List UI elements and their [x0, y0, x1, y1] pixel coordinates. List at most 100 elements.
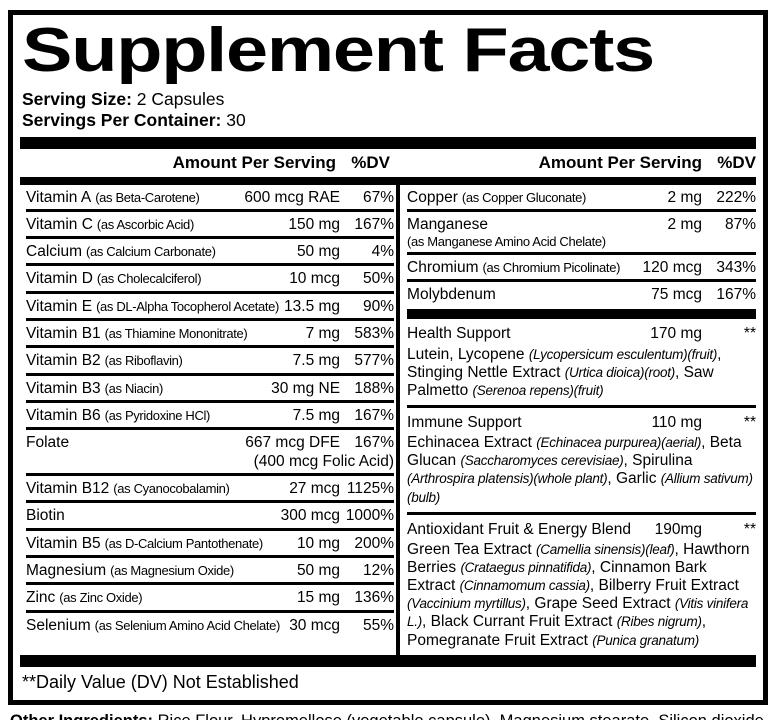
- amount-header: Amount Per Serving: [172, 152, 336, 172]
- nutrient-row: Vitamin B5 (as D-Calcium Pantothenate) 10…: [26, 531, 395, 559]
- servings-per-container-value: 30: [226, 110, 246, 131]
- nutrient-row: Chromium (as Chromium Picolinate) 120 mcg…: [407, 255, 756, 282]
- blend-ingredients: Echinacea Extract (Echinacea purpurea)(a…: [407, 434, 753, 505]
- nutrient-qualifier: (as Manganese Amino Acid Chelate): [407, 234, 606, 250]
- nutrient-dv: 167%: [354, 215, 395, 233]
- blend-dv: **: [743, 520, 756, 538]
- nutrient-dv: 583%: [354, 324, 395, 342]
- blend-dv: **: [743, 325, 756, 343]
- nutrient-dv: 90%: [363, 297, 395, 315]
- nutrient-row: Vitamin B1 (as Thiamine Mononitrate) 7 mg…: [26, 321, 395, 349]
- nutrient-dv: 343%: [716, 258, 756, 276]
- nutrient-name: Molybdenum: [407, 285, 496, 303]
- nutrient-amount: 7.5 mg: [292, 352, 341, 370]
- dv-header: %DV: [351, 152, 390, 172]
- nutrient-name: Folate: [26, 434, 70, 452]
- nutrient-amount: 10 mcg: [289, 270, 341, 288]
- nutrient-qualifier: (as Thiamine Mononitrate): [104, 325, 248, 341]
- nutrient-row: Calcium (as Calcium Carbonate) 50 mg 4%: [26, 239, 395, 267]
- nutrient-qualifier: (as Selenium Amino Acid Chelate): [94, 617, 281, 633]
- nutrient-amount: 15 mg: [296, 589, 341, 607]
- nutrient-name: Vitamin B2 (as Riboflavin): [26, 352, 183, 370]
- dv-footnote: **Daily Value (DV) Not Established: [22, 671, 299, 692]
- nutrient-name: Vitamin A (as Beta-Carotene): [26, 188, 200, 206]
- amount-header: Amount Per Serving: [538, 152, 702, 172]
- blend-dv: **: [743, 413, 756, 431]
- nutrient-amount: 2 mg: [667, 188, 702, 206]
- nutrient-amount: 7.5 mg: [292, 406, 341, 424]
- nutrient-dv: 188%: [354, 379, 395, 397]
- nutrient-amount: 30 mg NE: [271, 379, 341, 397]
- blend-section: Health Support 170 mg ** Lutein, Lycopen…: [407, 319, 756, 408]
- nutrient-dv: 12%: [363, 562, 395, 580]
- nutrient-amount: 50 mg: [296, 562, 341, 580]
- nutrient-row: Vitamin B2 (as Riboflavin) 7.5 mg 577%: [26, 348, 395, 376]
- nutrient-qualifier: (as Zinc Oxide): [59, 590, 143, 606]
- nutrient-qualifier: (as Ascorbic Acid): [96, 216, 194, 232]
- nutrient-amount: 75 mcg: [651, 285, 702, 303]
- nutrient-name: Selenium (as Selenium Amino Acid Chelate): [26, 616, 281, 634]
- nutrient-row: Copper (as Copper Gluconate) 2 mg 222%: [407, 185, 756, 212]
- nutrient-name: Vitamin C (as Ascorbic Acid): [26, 215, 194, 233]
- column-header-left: Amount Per Serving %DV: [20, 153, 390, 173]
- blend-amount: 190mg: [654, 520, 702, 538]
- nutrient-name: Vitamin B6 (as Pyridoxine HCl): [26, 406, 211, 424]
- column-header-right: Amount Per Serving %DV: [394, 153, 756, 173]
- nutrient-dv: 167%: [354, 406, 395, 424]
- other-ingredients-label: Other Ingredients:: [10, 712, 153, 720]
- nutrient-row-manganese: Manganese 2 mg 87% (as Manganese Amino A…: [407, 212, 756, 255]
- nutrient-row: Vitamin A (as Beta-Carotene) 600 mcg RAE …: [26, 185, 395, 212]
- column-divider: [396, 184, 401, 655]
- blend-amount: 110 mg: [651, 413, 702, 431]
- nutrient-name: Calcium (as Calcium Carbonate): [26, 243, 216, 261]
- nutrient-row: Vitamin B6 (as Pyridoxine HCl) 7.5 mg 167…: [26, 403, 395, 431]
- nutrient-amount: 13.5 mg: [284, 297, 341, 315]
- nutrient-amount: 667 mcg DFE: [245, 434, 341, 452]
- nutrient-qualifier: (as Calcium Carbonate): [85, 244, 216, 260]
- nutrient-amount: 600 mcg RAE: [244, 188, 341, 206]
- left-column: Vitamin A (as Beta-Carotene) 600 mcg RAE …: [20, 185, 395, 655]
- nutrient-name: Vitamin D (as Cholecalciferol): [26, 270, 202, 288]
- nutrient-name: Vitamin B12 (as Cyanocobalamin): [26, 480, 230, 498]
- nutrient-dv: 67%: [363, 188, 395, 206]
- blend-name: Immune Support: [407, 413, 522, 431]
- nutrient-dv: 577%: [354, 352, 395, 370]
- nutrient-amount: 27 mcg: [289, 480, 341, 498]
- section-bar: [407, 309, 756, 320]
- nutrient-dv: 55%: [363, 616, 395, 634]
- nutrient-qualifier: (as Cyanocobalamin): [113, 481, 230, 497]
- other-ingredients-line: Other Ingredients: Rice Flour, Hypromell…: [10, 712, 776, 720]
- nutrient-row: Biotin 300 mcg 1000%: [26, 503, 395, 531]
- nutrient-qualifier: (as Pyridoxine HCl): [104, 407, 211, 423]
- nutrient-row: Molybdenum 75 mcg 167%: [407, 282, 756, 306]
- nutrient-row: Vitamin B3 (as Niacin) 30 mg NE 188%: [26, 376, 395, 403]
- nutrient-row: Vitamin E (as DL-Alpha Tocopherol Acetate…: [26, 294, 395, 321]
- nutrient-dv: 167%: [354, 434, 395, 452]
- nutrient-qualifier: (as Niacin): [104, 380, 164, 396]
- nutrient-qualifier: (as D-Calcium Pantothenate): [104, 535, 264, 551]
- servings-per-container-label: Servings Per Container:: [22, 110, 222, 131]
- nutrient-dv: 4%: [371, 243, 395, 261]
- nutrient-qualifier: (as Beta-Carotene): [95, 189, 200, 205]
- nutrient-row: Zinc (as Zinc Oxide) 15 mg 136%: [26, 585, 395, 613]
- nutrient-qualifier: (as DL-Alpha Tocopherol Acetate): [96, 298, 280, 314]
- nutrient-name: Vitamin E (as DL-Alpha Tocopherol Acetate…: [26, 297, 280, 315]
- nutrient-amount: 7 mg: [305, 324, 341, 342]
- nutrient-qualifier: (as Copper Gluconate): [461, 189, 587, 205]
- dv-header: %DV: [717, 152, 756, 172]
- nutrient-name: Vitamin B3 (as Niacin): [26, 379, 164, 397]
- nutrient-name: Vitamin B5 (as D-Calcium Pantothenate): [26, 534, 264, 552]
- nutrient-name: Biotin: [26, 507, 65, 525]
- nutrient-dv: 167%: [716, 285, 756, 303]
- serving-size-line: Serving Size: 2 Capsules: [22, 89, 756, 110]
- right-column: Copper (as Copper Gluconate) 2 mg 222% Ma…: [400, 185, 756, 655]
- nutrient-name: Magnesium (as Magnesium Oxide): [26, 562, 234, 580]
- top-thick-bar: [20, 136, 756, 149]
- blend-ingredients: Lutein, Lycopene (Lycopersicum esculentu…: [407, 345, 722, 399]
- facts-columns: Vitamin A (as Beta-Carotene) 600 mcg RAE …: [20, 184, 756, 655]
- serving-size-value: 2 Capsules: [136, 88, 225, 109]
- servings-per-container-line: Servings Per Container: 30: [22, 110, 756, 131]
- nutrient-name: Chromium (as Chromium Picolinate): [407, 258, 621, 276]
- blend-section: Antioxidant Fruit & Energy Blend 190mg *…: [407, 515, 756, 655]
- nutrient-amount: 30 mcg: [289, 616, 341, 634]
